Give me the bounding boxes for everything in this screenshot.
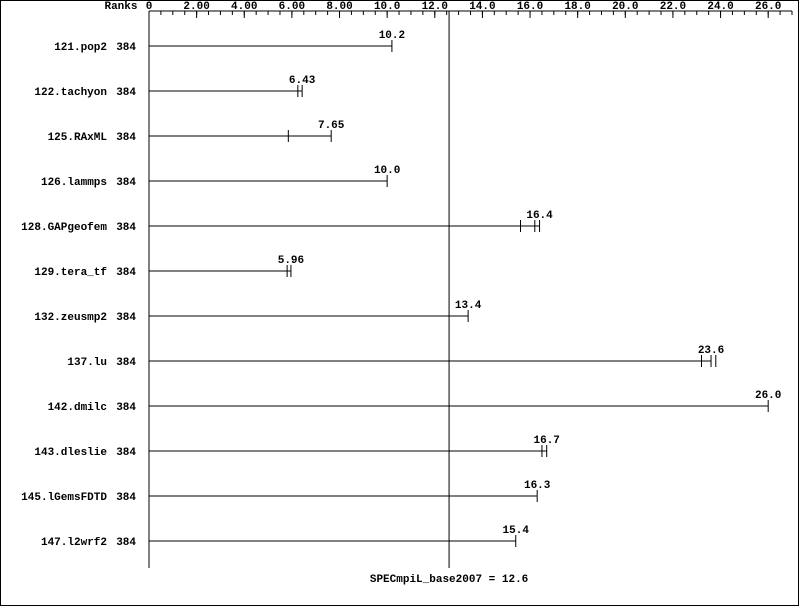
row-ranks: 384	[116, 537, 136, 549]
ranks-header: Ranks	[104, 1, 137, 13]
chart-container: 02.004.006.008.0010.012.014.016.018.020.…	[0, 0, 799, 606]
row-ranks: 384	[116, 42, 136, 54]
row-value-label: 23.6	[698, 345, 724, 357]
x-tick-label: 12.0	[422, 1, 448, 13]
row-name: 132.zeusmp2	[34, 312, 107, 324]
row-name: 125.RAxML	[48, 132, 108, 144]
row-name: 143.dleslie	[34, 447, 107, 459]
row-ranks: 384	[116, 492, 136, 504]
row-ranks: 384	[116, 87, 136, 99]
row-ranks: 384	[116, 357, 136, 369]
x-tick-label: 4.00	[231, 1, 257, 13]
x-tick-label: 10.0	[374, 1, 400, 13]
row-value-label: 7.65	[318, 120, 345, 132]
row-value-label: 10.0	[374, 165, 400, 177]
row-name: 145.lGemsFDTD	[21, 492, 107, 504]
row-value-label: 26.0	[755, 390, 781, 402]
x-tick-label: 2.00	[183, 1, 209, 13]
row-value-label: 15.4	[503, 525, 530, 537]
x-tick-label: 8.00	[326, 1, 352, 13]
row-name: 129.tera_tf	[34, 267, 107, 279]
x-tick-label: 14.0	[469, 1, 495, 13]
benchmark-chart: 02.004.006.008.0010.012.014.016.018.020.…	[1, 1, 798, 605]
row-name: 126.lammps	[41, 177, 107, 189]
x-tick-label: 22.0	[660, 1, 686, 13]
x-tick-label: 20.0	[612, 1, 638, 13]
row-value-label: 10.2	[379, 30, 405, 42]
row-ranks: 384	[116, 132, 136, 144]
row-ranks: 384	[116, 402, 136, 414]
row-value-label: 16.3	[524, 480, 551, 492]
x-tick-label: 16.0	[517, 1, 543, 13]
row-value-label: 13.4	[455, 300, 482, 312]
row-value-label: 16.7	[534, 435, 560, 447]
row-ranks: 384	[116, 312, 136, 324]
row-ranks: 384	[116, 447, 136, 459]
row-name: 147.l2wrf2	[41, 537, 107, 549]
row-ranks: 384	[116, 267, 136, 279]
row-value-label: 5.96	[278, 255, 304, 267]
x-tick-label: 6.00	[279, 1, 305, 13]
row-name: 122.tachyon	[34, 87, 107, 99]
row-name: 121.pop2	[54, 42, 107, 54]
x-tick-label: 24.0	[707, 1, 733, 13]
row-value-label: 6.43	[289, 75, 316, 87]
row-name: 142.dmilc	[48, 402, 107, 414]
row-ranks: 384	[116, 177, 136, 189]
x-tick-label: 26.0	[755, 1, 781, 13]
row-ranks: 384	[116, 222, 136, 234]
baseline-label: SPECmpiL_base2007 = 12.6	[370, 574, 528, 586]
row-name: 137.lu	[67, 357, 107, 369]
row-name: 128.GAPgeofem	[21, 222, 107, 234]
x-tick-label: 18.0	[564, 1, 590, 13]
row-value-label: 16.4	[526, 210, 553, 222]
